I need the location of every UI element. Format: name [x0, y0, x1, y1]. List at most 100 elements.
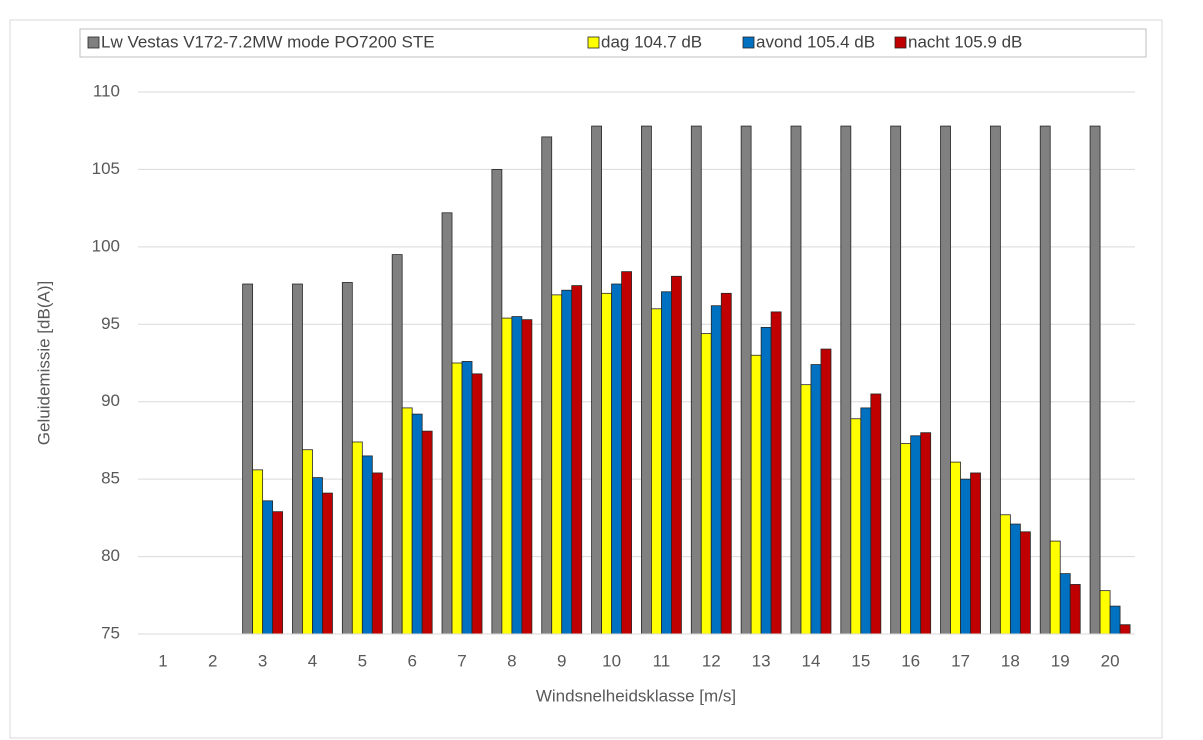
- y-tick-label: 90: [101, 391, 120, 410]
- bar: [312, 477, 323, 635]
- x-tick-label: 15: [851, 651, 870, 670]
- y-tick-label: 105: [92, 159, 120, 178]
- bar: [511, 316, 523, 635]
- y-tick-label: 95: [101, 314, 120, 333]
- x-tick-label: 6: [407, 651, 416, 670]
- bar: [391, 254, 403, 635]
- bar: [541, 136, 553, 635]
- bar: [970, 472, 981, 635]
- bar: [1059, 573, 1071, 635]
- x-tick-label: 13: [752, 651, 771, 670]
- x-tick-label: 10: [602, 651, 621, 670]
- bar: [651, 308, 662, 635]
- bar: [421, 430, 433, 635]
- bar: [870, 393, 882, 635]
- bar: [820, 348, 832, 635]
- bar: [940, 125, 951, 635]
- x-tick-label: 5: [358, 651, 367, 670]
- x-tick-label: 11: [653, 651, 671, 670]
- bar: [661, 291, 672, 635]
- legend-swatch: [894, 36, 907, 49]
- x-tick-label: 1: [158, 651, 167, 670]
- bar: [810, 364, 822, 635]
- x-tick-label: 18: [1001, 651, 1020, 670]
- y-tick-label: 80: [101, 546, 120, 565]
- bar: [292, 283, 303, 635]
- bar: [1099, 590, 1111, 635]
- x-tick-label: 8: [507, 651, 516, 670]
- x-tick-label: 20: [1101, 651, 1120, 670]
- x-tick-label: 12: [702, 651, 721, 670]
- bar: [710, 305, 722, 635]
- bar: [950, 461, 961, 635]
- bar: [561, 289, 573, 635]
- bar: [1049, 540, 1061, 635]
- x-tick-label: 9: [557, 651, 566, 670]
- bar: [371, 472, 383, 635]
- bar: [322, 492, 333, 635]
- bar: [1039, 125, 1051, 635]
- x-tick-label: 14: [802, 651, 821, 670]
- legend-label: dag 104.7 dB: [601, 32, 702, 51]
- bar: [790, 125, 802, 635]
- bar: [671, 275, 682, 635]
- y-tick-label: 110: [93, 81, 120, 100]
- bar: [840, 125, 852, 635]
- bar: [411, 413, 423, 635]
- x-tick-label: 4: [308, 651, 317, 670]
- x-tick-label: 19: [1051, 651, 1070, 670]
- bar: [501, 317, 513, 635]
- y-axis-label: Geluidemissie [dB(A)]: [34, 281, 53, 445]
- bar: [1119, 624, 1131, 635]
- bar: [960, 478, 971, 635]
- bar: [800, 384, 812, 635]
- bar: [341, 282, 353, 635]
- x-tick-label: 3: [258, 651, 267, 670]
- bar: [900, 443, 912, 635]
- bar: [770, 311, 782, 635]
- bar: [471, 373, 483, 635]
- y-tick-label: 100: [92, 236, 120, 255]
- legend-label: avond 105.4 dB: [756, 32, 875, 51]
- bar: [740, 125, 752, 635]
- bar: [351, 441, 363, 635]
- bar: [302, 449, 313, 635]
- bar: [910, 435, 922, 635]
- bar: [750, 354, 762, 635]
- legend-swatch: [587, 36, 600, 49]
- bar: [491, 169, 503, 635]
- bar: [690, 125, 702, 635]
- bar: [441, 212, 453, 635]
- bar: [1109, 605, 1121, 635]
- y-tick-label: 75: [101, 623, 120, 642]
- bar: [890, 125, 902, 635]
- bar: [989, 125, 1001, 635]
- bar: [551, 294, 563, 635]
- bar: [1009, 523, 1021, 635]
- chart-frame: [9, 19, 1163, 739]
- bar: [1069, 584, 1081, 635]
- bar: [451, 362, 463, 635]
- legend-box: [79, 28, 1147, 58]
- bar: [461, 361, 473, 635]
- bar: [591, 125, 602, 635]
- bar: [571, 285, 583, 635]
- bar: [920, 432, 932, 635]
- bar: [850, 418, 862, 635]
- bar: [361, 455, 373, 635]
- bar: [601, 292, 612, 635]
- x-tick-label: 2: [208, 651, 217, 670]
- legend-swatch: [742, 36, 755, 49]
- bar: [272, 511, 284, 635]
- legend-label: nacht 105.9 dB: [908, 32, 1022, 51]
- bar: [252, 469, 264, 635]
- y-tick-label: 85: [101, 469, 120, 488]
- bar: [1089, 125, 1101, 635]
- bar: [242, 283, 254, 635]
- bar: [611, 283, 622, 635]
- bar: [720, 292, 732, 635]
- legend-swatch: [87, 36, 100, 49]
- x-tick-label: 7: [457, 651, 466, 670]
- bar: [401, 407, 413, 635]
